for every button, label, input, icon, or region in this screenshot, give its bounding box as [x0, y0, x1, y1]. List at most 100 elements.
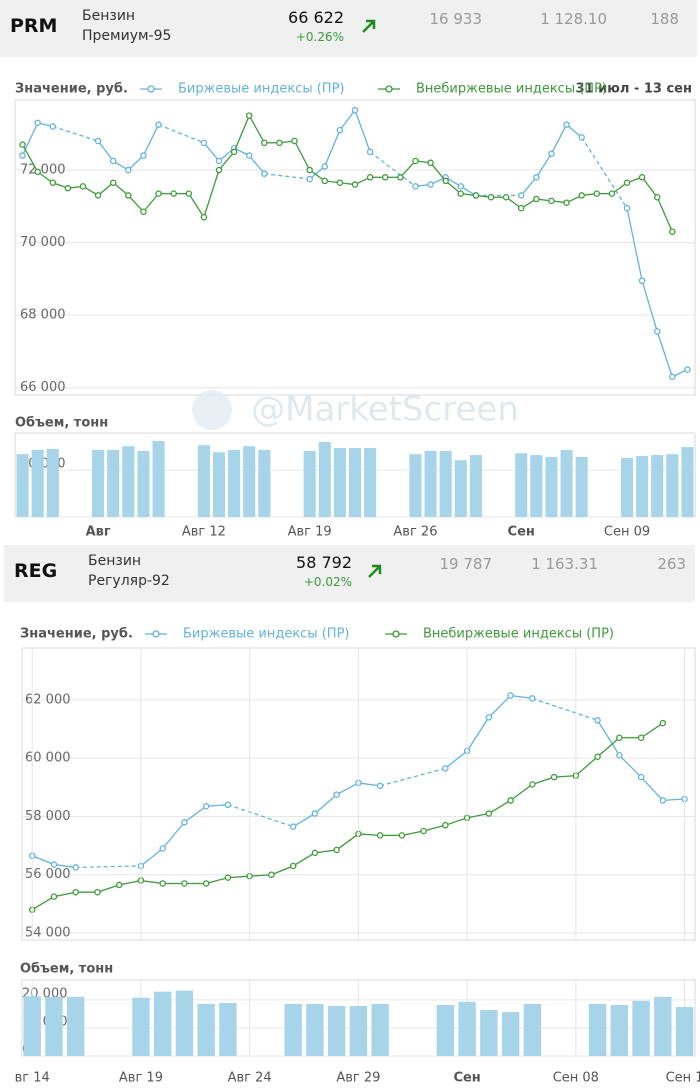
series-segment — [358, 833, 381, 837]
series-segment — [162, 821, 185, 849]
ticker-row: PRM Бензин Премиум-95 66 622 +0.26% 16 9… — [0, 0, 697, 57]
series-segment — [336, 782, 359, 796]
series-segment — [445, 180, 462, 195]
x-tick-label: Сен 08 — [553, 1071, 599, 1086]
watermark-icon — [192, 390, 232, 430]
bar — [654, 996, 672, 1056]
series-segment — [566, 194, 582, 204]
point — [351, 106, 359, 114]
ticker-code: REG — [14, 560, 58, 582]
point — [50, 861, 58, 868]
point — [125, 192, 132, 199]
series-segment — [203, 169, 220, 218]
series-segment — [618, 754, 642, 778]
chart-title: Значение, руб. — [20, 627, 133, 642]
bar — [327, 1005, 346, 1056]
point — [681, 795, 688, 803]
point — [19, 152, 26, 159]
point — [376, 782, 384, 790]
series-segment — [641, 176, 658, 198]
series-segment — [641, 280, 658, 332]
bar — [16, 454, 29, 517]
point — [653, 193, 661, 201]
series-segment — [53, 891, 76, 898]
series-segment — [444, 750, 468, 769]
bar — [243, 446, 256, 517]
bar — [469, 455, 482, 517]
point — [427, 159, 434, 167]
point — [109, 179, 117, 186]
change: +0.26% — [295, 30, 344, 44]
point — [321, 177, 329, 185]
series-segment — [324, 129, 341, 167]
point — [563, 199, 570, 206]
series-segment — [423, 824, 446, 832]
point — [366, 148, 374, 156]
series-segment — [206, 804, 228, 807]
point — [594, 717, 601, 724]
series-segment — [142, 193, 160, 213]
series-segment — [445, 817, 468, 826]
bar — [92, 449, 105, 517]
point — [137, 862, 145, 870]
bar — [284, 1003, 302, 1056]
point — [669, 228, 676, 235]
series-segment — [611, 182, 628, 195]
point — [181, 880, 188, 887]
chart-title: Объем, тонн — [20, 962, 113, 977]
point — [202, 880, 210, 887]
series-segment — [354, 109, 371, 153]
bar — [45, 996, 63, 1056]
point — [398, 832, 406, 839]
point — [420, 827, 427, 835]
series-segment — [554, 774, 576, 778]
bar — [318, 441, 331, 517]
bar — [632, 1000, 650, 1056]
point — [463, 747, 471, 755]
series-segment — [430, 162, 447, 182]
legend-label: Биржевые индексы (ПР) — [183, 627, 349, 642]
series-segment — [248, 115, 265, 144]
point — [159, 845, 166, 852]
point — [457, 190, 465, 197]
product: Бензин — [88, 553, 142, 569]
y-tick-label: 60 000 — [25, 751, 71, 766]
bar — [454, 460, 467, 517]
series-segment — [656, 331, 673, 378]
point — [376, 832, 384, 839]
series-segment — [339, 109, 356, 131]
up-arrow — [362, 19, 376, 33]
series-segment — [399, 160, 416, 178]
point — [291, 137, 298, 145]
series-segment — [97, 182, 114, 196]
point — [200, 213, 208, 221]
point — [366, 174, 374, 181]
point — [623, 179, 631, 186]
point — [94, 137, 102, 145]
point — [485, 810, 493, 817]
bar — [349, 1005, 368, 1056]
x-tick-label: Авг 19 — [119, 1071, 163, 1086]
point — [94, 192, 102, 199]
x-tick-label: Авг 24 — [228, 1071, 272, 1086]
legend-marker — [152, 630, 160, 638]
series-segment — [510, 783, 533, 801]
bar — [681, 447, 694, 517]
series-segment — [158, 124, 205, 144]
series-segment — [662, 798, 685, 802]
series-segment — [520, 198, 537, 209]
bar — [560, 449, 573, 517]
chart-title: Объем, тонн — [15, 416, 108, 431]
bar — [175, 990, 194, 1056]
series-segment — [581, 192, 597, 197]
legend-marker — [385, 85, 393, 93]
x-tick-label: Авг — [86, 525, 111, 540]
series-segment — [279, 140, 295, 144]
point — [502, 193, 510, 201]
point — [442, 765, 449, 772]
series-segment — [466, 812, 489, 819]
point — [170, 190, 177, 197]
point — [472, 192, 480, 199]
point — [594, 753, 601, 760]
point — [593, 190, 601, 197]
